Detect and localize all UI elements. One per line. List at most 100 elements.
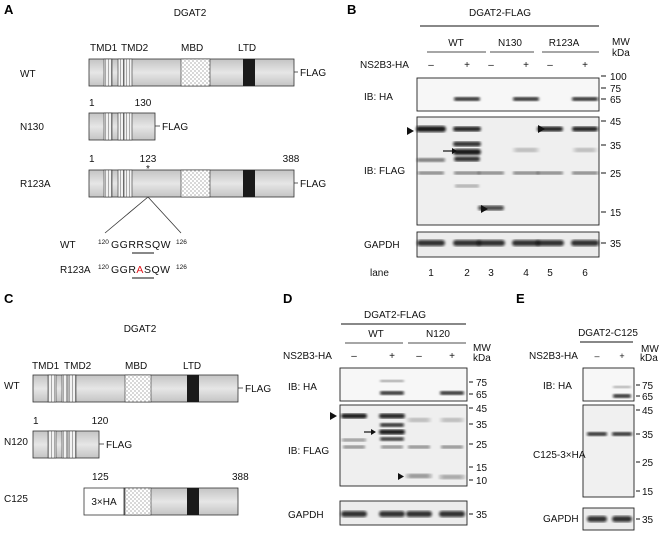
blot-band — [343, 445, 365, 449]
seq-label-wt: WT — [60, 240, 76, 251]
panel-c-title: DGAT2 — [124, 324, 157, 335]
blot-band — [453, 149, 481, 155]
c-tag-label-n120: FLAG — [106, 440, 132, 451]
mw-b-65: 65 — [610, 95, 622, 106]
blot-band — [572, 126, 598, 132]
panel-letter-c: C — [4, 291, 14, 306]
mw-d-15: 15 — [476, 463, 488, 474]
arrowhead-full-length-b — [407, 127, 414, 135]
blot-band — [454, 97, 480, 101]
r123a-mutation-mark: * — [146, 164, 150, 175]
treatment-sign: – — [547, 60, 553, 71]
mw-b-15: 15 — [610, 208, 622, 219]
r123a-mutation-position: 123 — [140, 154, 157, 165]
panel-a-title: DGAT2 — [174, 8, 207, 19]
panel-letter-d: D — [283, 291, 292, 306]
construct-label-wt: WT — [20, 69, 36, 80]
blot-e-c125 — [582, 404, 635, 498]
c-domain-label-tmd1: TMD1 — [32, 361, 60, 372]
blot-b-ha — [416, 77, 600, 112]
mw-d-10: 10 — [476, 476, 488, 487]
panel-letter-e: E — [516, 291, 525, 306]
mw-d-gapdh-35: 35 — [476, 510, 488, 521]
construct-bar-wt — [88, 58, 298, 87]
seq-end-num-r123a: 126 — [176, 264, 187, 271]
blot-label-d-gapdh: GAPDH — [288, 510, 324, 521]
treatment-signs-e: – + — [594, 351, 624, 361]
blot-label-e-ha: IB: HA — [543, 381, 572, 392]
blot-band — [379, 429, 405, 435]
blot-band — [407, 474, 431, 478]
panel-d-title: DGAT2-FLAG — [364, 310, 426, 321]
seq-wt-post: SQW — [145, 239, 172, 251]
c125-end: 388 — [232, 472, 249, 483]
construct-label-r123a: R123A — [20, 179, 51, 190]
domain-label-tmd1: TMD1 — [90, 43, 118, 54]
construct-bar-n130 — [88, 112, 160, 141]
mw-header-e: MW — [641, 344, 659, 355]
lane-number: 5 — [547, 268, 553, 279]
treatment-sign: – — [416, 351, 422, 362]
blot-band — [341, 413, 367, 419]
lane-number: 4 — [523, 268, 529, 279]
tag-label-wt: FLAG — [300, 68, 326, 79]
blot-band — [454, 171, 480, 175]
blot-band — [381, 445, 403, 449]
blot-band — [453, 126, 481, 132]
treatment-sign: + — [449, 351, 455, 362]
blot-band — [439, 511, 465, 517]
panel-c: C DGAT2 TMD1 TMD2 MBD LTD WT FLAG 1 120 … — [4, 291, 271, 516]
domain-label-ltd: LTD — [238, 43, 256, 54]
d-group-label-wt: WT — [368, 329, 384, 340]
treatment-signs-b: – + – + – + — [428, 60, 588, 71]
arrow-cleavage-product-d — [364, 429, 376, 435]
panel-d: D DGAT2-FLAG WT N120 MW kDa NS2B3-HA – + –… — [283, 291, 491, 526]
treatment-signs-d: – + – + — [351, 351, 455, 362]
seq-start-num: 120 — [98, 239, 109, 246]
blot-label-e-c125: C125-3×HA — [533, 450, 586, 461]
mw-b-75: 75 — [610, 84, 622, 95]
mw-d-45: 45 — [476, 404, 488, 415]
mw-e-35: 35 — [642, 430, 654, 441]
blot-band — [440, 391, 464, 395]
blot-band — [342, 438, 366, 442]
arrowhead-n130-b — [481, 205, 488, 213]
treatment-sign: + — [464, 60, 470, 71]
tag-label-n130: FLAG — [162, 122, 188, 133]
seq-r123a-post: SQW — [144, 264, 171, 276]
c-domain-label-tmd2: TMD2 — [64, 361, 92, 372]
r123a-start: 1 — [89, 154, 95, 165]
treatment-sign: + — [389, 351, 395, 362]
blot-band — [513, 97, 539, 101]
c-domain-label-mbd: MBD — [125, 361, 147, 372]
blot-b-gapdh — [416, 231, 600, 258]
mw-header-d: MW — [473, 343, 491, 354]
mw-b-25: 25 — [610, 169, 622, 180]
lane-number: 1 — [428, 268, 434, 279]
blot-band — [408, 445, 430, 449]
lane-number: 2 — [464, 268, 470, 279]
blot-band — [477, 240, 505, 246]
mw-b-45: 45 — [610, 117, 622, 128]
blot-band — [441, 445, 463, 449]
seq-r123a-pre: GGR — [111, 264, 136, 276]
arrow-cleavage-product-b — [443, 148, 457, 154]
sequence-row-wt: WT 120 GGRRSQW 126 — [60, 239, 187, 254]
mw-e-65: 65 — [642, 392, 654, 403]
blot-band — [613, 394, 631, 398]
mw-header-b: MW — [612, 37, 630, 48]
treatment-sign: – — [594, 351, 599, 361]
c-construct-bar-n120 — [32, 430, 104, 459]
arrowhead-r123a-b — [538, 125, 545, 133]
blot-band — [536, 240, 564, 246]
blot-label-e-gapdh: GAPDH — [543, 514, 579, 525]
treatment-sign: – — [428, 60, 434, 71]
blot-band — [455, 184, 479, 188]
blot-label-b-gapdh: GAPDH — [364, 240, 400, 251]
blot-band — [513, 171, 539, 175]
domain-label-tmd2: TMD2 — [121, 43, 149, 54]
blot-band — [453, 240, 481, 246]
blot-d-ha — [339, 367, 468, 402]
blot-band — [380, 391, 404, 395]
blot-band — [571, 240, 599, 246]
